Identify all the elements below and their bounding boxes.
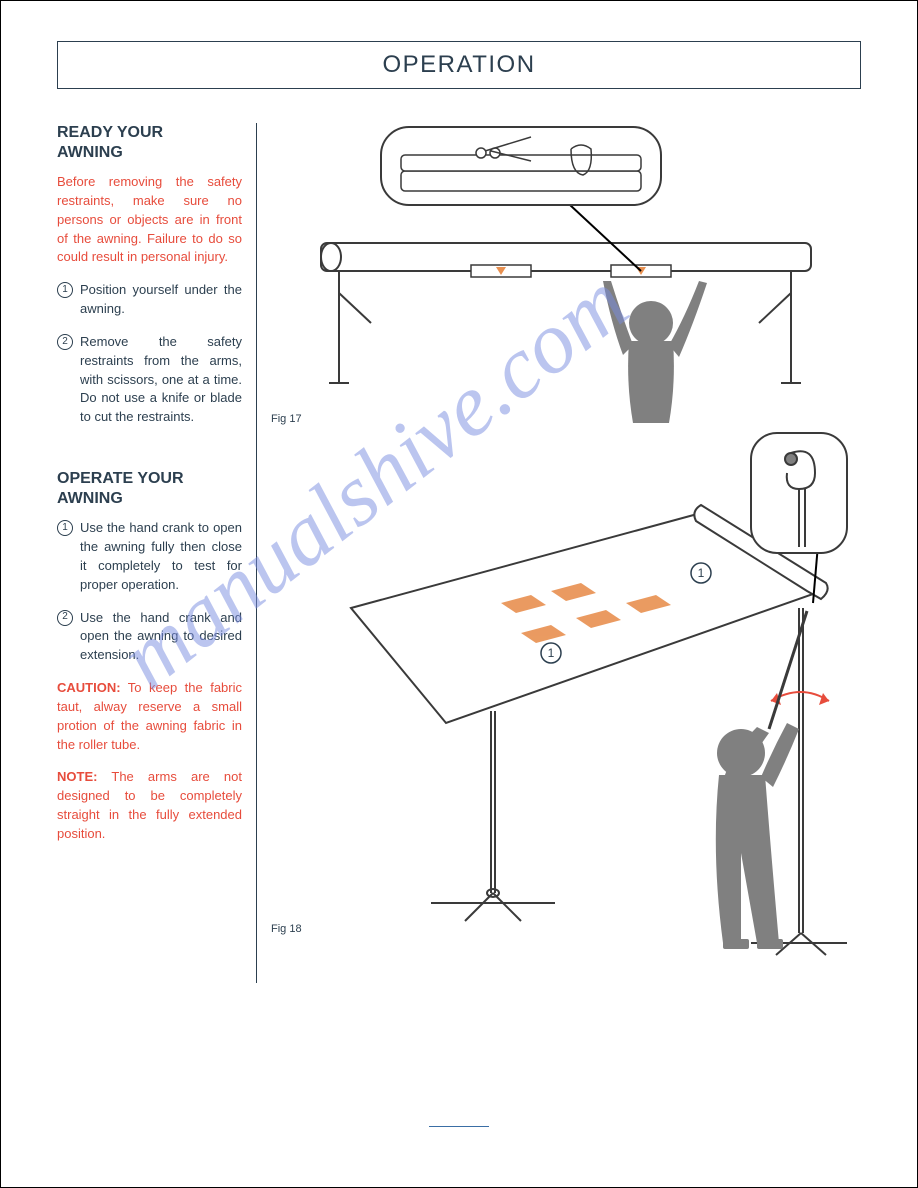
note-label: NOTE: xyxy=(57,769,97,784)
step-text: Position yourself under the awning. xyxy=(80,281,242,319)
section2-heading-l1: OPERATE YOUR xyxy=(57,469,242,489)
page-footer-rule xyxy=(429,1126,489,1127)
step-number-icon: 2 xyxy=(57,610,73,626)
figure-18: 1 1 xyxy=(271,423,861,983)
step-number-icon: 1 xyxy=(57,282,73,298)
manual-page: OPERATION READY YOUR AWNING Before remov… xyxy=(0,0,918,1188)
step-text: Use the hand crank and open the awning t… xyxy=(80,609,242,666)
section1-step1: 1 Position yourself under the awning. xyxy=(57,281,242,319)
section1-step2: 2 Remove the safety restraints from the … xyxy=(57,333,242,427)
section2-caution: CAUTION: To keep the fabric taut, alway … xyxy=(57,679,242,754)
page-title: OPERATION xyxy=(382,51,535,79)
step-number-icon: 1 xyxy=(57,520,73,536)
section1-heading: READY YOUR AWNING xyxy=(57,123,242,163)
section2-heading-l2: AWNING xyxy=(57,489,242,509)
figure-column: Fig 17 xyxy=(257,123,861,983)
step-text: Remove the safety restraints from the ar… xyxy=(80,333,242,427)
figure-17: Fig 17 xyxy=(271,123,861,423)
text-column: READY YOUR AWNING Before removing the sa… xyxy=(57,123,257,983)
section1-heading-l2: AWNING xyxy=(57,143,242,163)
svg-text:1: 1 xyxy=(548,646,555,660)
step-text: Use the hand crank to open the awning fu… xyxy=(80,519,242,594)
section1-warning: Before removing the safety restraints, m… xyxy=(57,173,242,267)
section2-heading: OPERATE YOUR AWNING xyxy=(57,469,242,509)
caution-label: CAUTION: xyxy=(57,680,121,695)
section2-note: NOTE: The arms are not designed to be co… xyxy=(57,768,242,843)
svg-text:1: 1 xyxy=(698,566,705,580)
content-columns: READY YOUR AWNING Before removing the sa… xyxy=(57,123,861,983)
page-title-box: OPERATION xyxy=(57,41,861,89)
section1-heading-l1: READY YOUR xyxy=(57,123,242,143)
section2-step2: 2 Use the hand crank and open the awning… xyxy=(57,609,242,666)
fig17-diagram xyxy=(271,123,831,423)
fig18-label: Fig 18 xyxy=(271,923,302,935)
section2-step1: 1 Use the hand crank to open the awning … xyxy=(57,519,242,594)
fig18-diagram: 1 1 xyxy=(271,423,851,983)
step-number-icon: 2 xyxy=(57,334,73,350)
